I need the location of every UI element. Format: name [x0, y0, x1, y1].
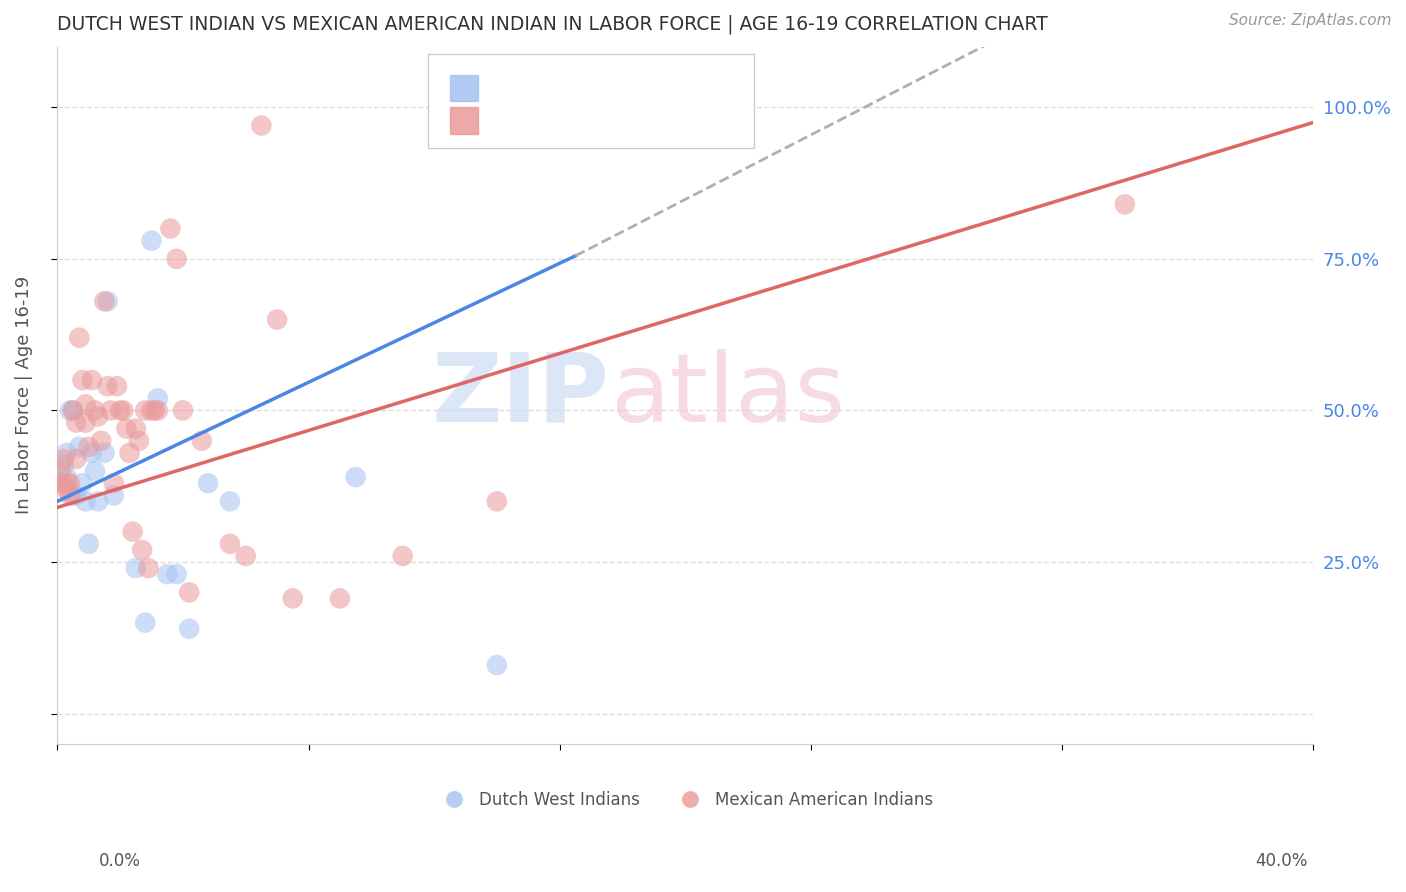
Point	[197, 476, 219, 491]
Point	[49, 476, 72, 491]
Text: DUTCH WEST INDIAN VS MEXICAN AMERICAN INDIAN IN LABOR FORCE | AGE 16-19 CORRELAT: DUTCH WEST INDIAN VS MEXICAN AMERICAN IN…	[58, 15, 1047, 35]
Point	[138, 561, 160, 575]
Point	[179, 622, 201, 636]
Point	[67, 331, 90, 345]
Point	[103, 488, 125, 502]
Point	[75, 416, 97, 430]
Point	[65, 416, 87, 430]
Point	[103, 476, 125, 491]
Point	[62, 403, 84, 417]
Point	[250, 119, 273, 133]
Point	[219, 494, 242, 508]
Point	[141, 403, 163, 417]
Point	[141, 234, 163, 248]
Point	[67, 440, 90, 454]
Point	[1114, 197, 1136, 211]
Point	[146, 403, 169, 417]
Point	[55, 476, 77, 491]
Point	[93, 446, 115, 460]
Text: ZIP: ZIP	[432, 349, 610, 442]
Point	[391, 549, 413, 563]
Point	[143, 403, 166, 417]
Point	[131, 542, 153, 557]
Point	[55, 483, 77, 497]
Point	[121, 524, 143, 539]
Point	[87, 494, 110, 508]
Point	[62, 403, 84, 417]
Point	[49, 476, 72, 491]
Point	[72, 476, 94, 491]
Point	[235, 549, 257, 563]
Point	[90, 434, 112, 448]
Point	[118, 446, 141, 460]
Text: R = 0.412: R = 0.412	[491, 85, 598, 103]
Point	[59, 476, 82, 491]
Point	[125, 422, 148, 436]
Point	[115, 422, 138, 436]
Point	[146, 392, 169, 406]
Point	[179, 585, 201, 599]
Text: atlas: atlas	[610, 349, 845, 442]
Point	[77, 537, 100, 551]
Point	[65, 488, 87, 502]
Point	[166, 567, 188, 582]
Bar	[450, 107, 478, 134]
Text: 0.0%: 0.0%	[98, 852, 141, 870]
Point	[108, 403, 131, 417]
Point	[128, 434, 150, 448]
Point	[100, 403, 122, 417]
Point	[159, 221, 181, 235]
Text: N = 52: N = 52	[610, 119, 683, 137]
Point	[485, 658, 508, 673]
Text: N = 29: N = 29	[610, 85, 683, 103]
Point	[344, 470, 367, 484]
Point	[84, 403, 107, 417]
Point	[172, 403, 194, 417]
Point	[87, 409, 110, 424]
FancyBboxPatch shape	[427, 54, 755, 148]
Point	[93, 294, 115, 309]
Point	[59, 488, 82, 502]
Point	[96, 379, 118, 393]
Point	[190, 434, 212, 448]
Point	[125, 561, 148, 575]
Y-axis label: In Labor Force | Age 16-19: In Labor Force | Age 16-19	[15, 277, 32, 515]
Point	[75, 494, 97, 508]
Text: R = 0.553: R = 0.553	[491, 119, 598, 137]
Point	[219, 537, 242, 551]
Point	[281, 591, 304, 606]
Point	[329, 591, 352, 606]
Point	[96, 294, 118, 309]
Point	[62, 488, 84, 502]
Point	[52, 452, 75, 467]
Point	[134, 615, 156, 630]
Point	[49, 464, 72, 478]
Point	[80, 373, 103, 387]
Point	[72, 373, 94, 387]
Point	[485, 494, 508, 508]
Point	[52, 458, 75, 472]
Point	[166, 252, 188, 266]
Text: Source: ZipAtlas.com: Source: ZipAtlas.com	[1229, 13, 1392, 29]
Point	[112, 403, 135, 417]
Point	[105, 379, 128, 393]
Point	[80, 446, 103, 460]
Point	[55, 446, 77, 460]
Point	[439, 100, 461, 114]
Text: 40.0%: 40.0%	[1256, 852, 1308, 870]
Point	[266, 312, 288, 326]
Legend: Dutch West Indians, Mexican American Indians: Dutch West Indians, Mexican American Ind…	[430, 784, 939, 816]
Point	[55, 470, 77, 484]
Point	[134, 403, 156, 417]
Point	[156, 567, 179, 582]
Point	[77, 440, 100, 454]
Point	[75, 397, 97, 411]
Bar	[450, 75, 478, 101]
Point	[84, 464, 107, 478]
Point	[59, 403, 82, 417]
Point	[65, 452, 87, 467]
